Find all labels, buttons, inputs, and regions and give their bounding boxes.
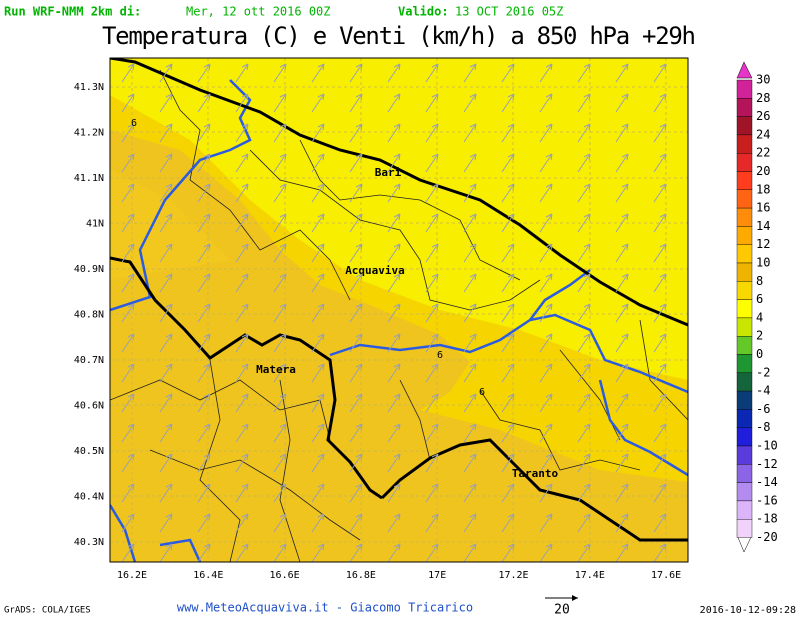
- city-label: Bari: [375, 166, 402, 179]
- colorbar-label: -18: [756, 512, 778, 526]
- colorbar-swatch: [736, 281, 753, 300]
- wind-vectors: [110, 58, 688, 562]
- colorbar-swatch: [736, 244, 753, 264]
- colorbar-swatch: [736, 519, 753, 538]
- valid-label: Valido:: [398, 5, 449, 19]
- run-label: Run WRF-NMM 2km di:: [4, 5, 141, 19]
- colorbar-label: 24: [756, 127, 770, 141]
- colorbar-swatch: [736, 427, 753, 447]
- colorbar-swatch: [736, 409, 753, 428]
- colorbar-label: -8: [756, 420, 770, 434]
- colorbar-label: -20: [756, 530, 778, 544]
- colorbar-swatch: [736, 464, 753, 483]
- colorbar-swatch: [736, 390, 753, 410]
- wind-reference-label: 20: [554, 603, 570, 618]
- colorbar-label: -2: [756, 365, 770, 379]
- title: Temperatura (C) e Venti (km/h) a 850 hPa…: [102, 22, 696, 50]
- latitude-label: 40.8N: [74, 310, 104, 321]
- colorbar-top: [736, 61, 753, 79]
- colorbar-swatch: [736, 134, 753, 154]
- colorbar-swatch: [736, 226, 753, 245]
- colorbar-swatch: [736, 299, 753, 319]
- colorbar-label: -6: [756, 402, 770, 416]
- latitude-label: 40.7N: [74, 355, 104, 366]
- colorbar-swatch: [736, 207, 753, 227]
- colorbar-swatch: [736, 354, 753, 373]
- latitude-label: 40.3N: [74, 537, 104, 548]
- latitude-label: 40.5N: [74, 446, 104, 457]
- colorbar-label: -12: [756, 457, 778, 471]
- latitude-label: 41.1N: [74, 173, 104, 184]
- colorbar-swatch: [736, 482, 753, 502]
- longitude-label: 16.4E: [193, 570, 223, 581]
- latitude-label: 40.4N: [74, 492, 104, 503]
- colorbar-swatch: [736, 262, 753, 282]
- colorbar-label: 18: [756, 182, 770, 196]
- latitude-label: 40.9N: [74, 264, 104, 275]
- run-date: Mer, 12 ott 2016 00Z: [186, 5, 331, 19]
- colorbar-label: 8: [756, 274, 763, 288]
- colorbar-label: 0: [756, 347, 763, 361]
- colorbar-label: 22: [756, 146, 770, 160]
- colorbar-label: 6: [756, 292, 763, 306]
- colorbar-swatch: [736, 98, 753, 117]
- map-frame: [109, 57, 689, 563]
- timestamp: 2016-10-12-09:28: [700, 605, 796, 616]
- colorbar-label: 26: [756, 109, 770, 123]
- colorbar-swatch: [736, 317, 753, 337]
- colorbar-label: 14: [756, 219, 770, 233]
- colorbar-label: 20: [756, 164, 770, 178]
- colorbar-label: -16: [756, 493, 778, 507]
- longitude-label: 17.2E: [498, 570, 528, 581]
- colorbar-swatch: [736, 79, 753, 99]
- colorbar-label: -14: [756, 475, 778, 489]
- map-area: [110, 58, 688, 562]
- software-credit: GrADS: COLA/IGES: [4, 606, 91, 616]
- city-label: Matera: [256, 363, 296, 376]
- latitude-label: 41N: [86, 219, 104, 230]
- city-label: Taranto: [512, 467, 559, 480]
- colorbar-swatch: [736, 189, 753, 209]
- colorbar-swatch: [736, 116, 753, 136]
- colorbar-label: 2: [756, 329, 763, 343]
- colorbar-label: -10: [756, 439, 778, 453]
- colorbar-label: 10: [756, 256, 770, 270]
- longitude-label: 17.6E: [651, 570, 681, 581]
- valid-date: 13 OCT 2016 05Z: [455, 5, 563, 19]
- wind-reference-arrowhead: [572, 595, 578, 601]
- city-label: Acquaviva: [345, 264, 405, 277]
- colorbar-label: -4: [756, 384, 770, 398]
- longitude-label: 17.4E: [575, 570, 605, 581]
- contour-label: 6: [479, 387, 485, 398]
- longitude-label: 16.6E: [270, 570, 300, 581]
- colorbar-swatch: [736, 336, 753, 355]
- colorbar-swatch: [736, 445, 753, 465]
- longitude-label: 16.2E: [117, 570, 147, 581]
- contour-label: 6: [131, 118, 137, 129]
- colorbar-swatch: [736, 152, 753, 172]
- contour-label: 6: [437, 350, 443, 361]
- latitude-label: 40.6N: [74, 401, 104, 412]
- latitude-label: 41.3N: [74, 82, 104, 93]
- colorbar-label: 30: [756, 73, 770, 87]
- latitude-label: 41.2N: [74, 128, 104, 139]
- colorbar-swatch: [736, 500, 753, 520]
- longitude-label: 16.8E: [346, 570, 376, 581]
- colorbar-label: 4: [756, 310, 763, 324]
- colorbar-label: 16: [756, 201, 770, 215]
- colorbar-label: 12: [756, 237, 770, 251]
- site-credit: www.MeteoAcquaviva.it - Giacomo Tricaric…: [177, 601, 473, 615]
- colorbar-swatch: [736, 372, 753, 392]
- longitude-label: 17E: [428, 570, 446, 581]
- colorbar-swatch: [736, 171, 753, 190]
- colorbar-label: 28: [756, 91, 770, 105]
